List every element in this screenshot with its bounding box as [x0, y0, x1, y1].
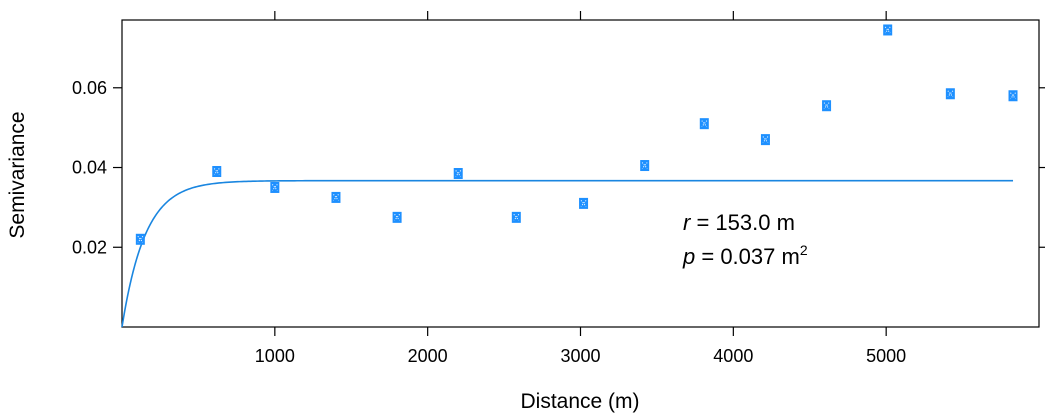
- data-point: [331, 191, 341, 203]
- y-tick-label: 0.02: [72, 237, 107, 257]
- range-symbol: r: [683, 210, 692, 235]
- x-axis-title: Distance (m): [520, 390, 639, 413]
- x-tick-label: 4000: [713, 346, 753, 366]
- data-point: [1008, 90, 1018, 102]
- data-point: [883, 24, 893, 36]
- sill-text: = 0.037 m: [695, 244, 800, 269]
- y-tick-label: 0.06: [72, 78, 107, 98]
- data-points: [135, 24, 1018, 245]
- data-point: [760, 134, 770, 146]
- data-point: [822, 100, 832, 112]
- x-tick-label: 5000: [866, 346, 906, 366]
- sill-unit-superscript: 2: [800, 242, 808, 258]
- range-annotation: r = 153.0 m: [683, 210, 795, 235]
- axis-tick-labels: 1000 2000 3000 4000 5000 0.02 0.04 0.06: [72, 78, 906, 366]
- range-text: = 153.0 m: [690, 210, 795, 235]
- data-point: [453, 168, 463, 179]
- data-point: [699, 118, 709, 130]
- data-point: [511, 211, 521, 223]
- y-tick-label: 0.04: [72, 158, 107, 178]
- x-tick-label: 1000: [255, 346, 295, 366]
- data-point: [579, 197, 589, 209]
- y-axis-title: Semivariance: [6, 111, 29, 238]
- data-point: [392, 211, 402, 223]
- data-point: [945, 88, 955, 100]
- sill-symbol: p: [682, 244, 695, 269]
- axis-ticks: [113, 11, 1045, 336]
- x-tick-label: 2000: [408, 346, 448, 366]
- x-tick-label: 3000: [560, 346, 600, 366]
- fitted-variogram-curve: [121, 179, 1014, 328]
- sill-annotation: p = 0.037 m2: [682, 242, 808, 269]
- data-point: [640, 160, 650, 172]
- plot-frame: [121, 19, 1040, 328]
- data-point: [212, 166, 222, 178]
- data-point: [135, 233, 145, 245]
- data-point: [270, 181, 280, 193]
